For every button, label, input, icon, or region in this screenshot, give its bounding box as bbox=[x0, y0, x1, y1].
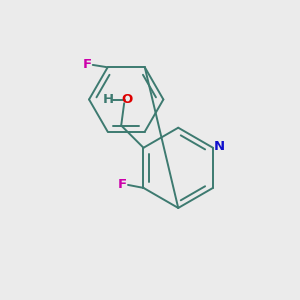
Text: F: F bbox=[118, 178, 127, 191]
Text: H: H bbox=[102, 93, 113, 106]
Text: F: F bbox=[83, 58, 92, 71]
Text: O: O bbox=[122, 93, 133, 106]
Text: N: N bbox=[214, 140, 225, 153]
